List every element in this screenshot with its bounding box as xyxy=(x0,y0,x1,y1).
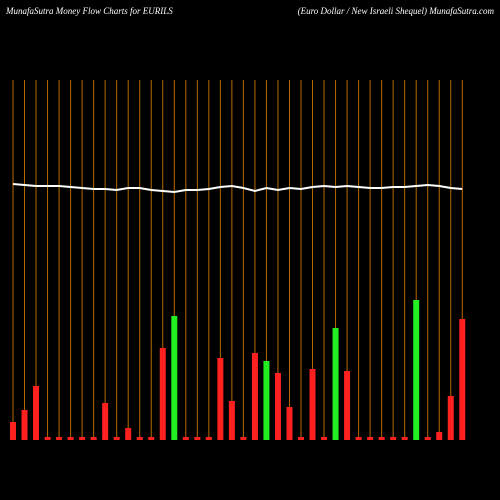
bar xyxy=(436,432,443,440)
bar xyxy=(390,437,397,440)
bar xyxy=(90,437,97,440)
bar xyxy=(378,437,385,440)
bar xyxy=(355,437,362,440)
bar xyxy=(367,437,374,440)
bar xyxy=(286,407,293,440)
bar xyxy=(148,437,155,440)
bar xyxy=(33,386,40,440)
bar xyxy=(274,373,281,440)
bar xyxy=(447,396,454,440)
bar xyxy=(251,353,258,440)
bar xyxy=(159,348,166,440)
chart-subtitle: (Euro Dollar / New Israeli Shequel) Muna… xyxy=(298,6,495,16)
bar xyxy=(298,437,304,440)
bar xyxy=(171,316,178,440)
bar xyxy=(194,437,201,440)
bar xyxy=(56,437,63,440)
bar xyxy=(102,403,109,440)
bar xyxy=(217,358,224,440)
money-flow-line xyxy=(12,183,463,194)
bar xyxy=(136,437,143,440)
bar xyxy=(79,437,86,440)
bar xyxy=(332,328,339,440)
bar xyxy=(309,369,316,440)
bar xyxy=(205,437,212,440)
bar xyxy=(125,428,132,440)
bar xyxy=(228,401,235,440)
bar xyxy=(240,437,247,440)
bar xyxy=(413,300,420,440)
chart-title: MunafaSutra Money Flow Charts for EURILS xyxy=(5,6,173,16)
bar xyxy=(459,319,466,440)
bar xyxy=(263,361,270,440)
bar xyxy=(401,437,408,440)
bar xyxy=(67,437,74,440)
bar xyxy=(113,437,120,440)
bar xyxy=(10,422,16,440)
bar xyxy=(424,437,431,440)
bar xyxy=(21,410,28,440)
bar xyxy=(344,371,351,440)
bar xyxy=(321,437,328,440)
bar xyxy=(182,437,189,440)
bar xyxy=(44,437,51,440)
